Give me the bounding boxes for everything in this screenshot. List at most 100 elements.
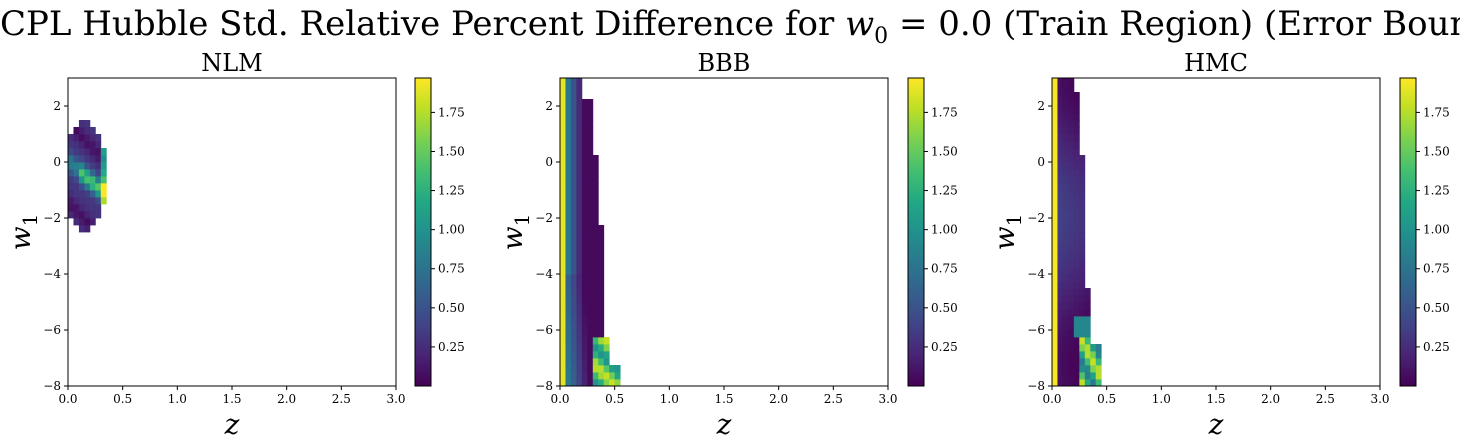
heatmap-cell bbox=[1057, 358, 1064, 366]
heatmap-cell bbox=[1062, 218, 1069, 226]
heatmap-cell bbox=[1073, 141, 1080, 149]
colorbar-tick-label: 1.25 bbox=[931, 184, 958, 198]
heatmap-cell bbox=[100, 183, 107, 191]
panel-nlm: 0.0 0.5 1.0 1.5 2.0 2.5 3.0 2 0 −2 −4 −6 −8 NLM z w1 0.2… bbox=[4, 49, 465, 441]
heatmap-cell bbox=[1068, 295, 1075, 303]
heatmap-cell bbox=[592, 372, 599, 380]
heatmap-cell bbox=[1057, 204, 1064, 212]
heatmap-cell bbox=[576, 78, 583, 86]
heatmap-cell bbox=[587, 295, 594, 303]
heatmap-cell bbox=[603, 344, 610, 352]
heatmap-cell bbox=[1073, 232, 1080, 240]
heatmap-cell bbox=[570, 288, 577, 296]
y-tick-label: 2 bbox=[545, 99, 553, 113]
heatmap-cell bbox=[565, 183, 572, 191]
heatmap-cell bbox=[1068, 253, 1075, 261]
heatmap-cell bbox=[565, 295, 572, 303]
heatmap-cell bbox=[89, 162, 96, 170]
heatmap-cell bbox=[587, 372, 594, 380]
heatmap-cell bbox=[560, 204, 566, 212]
heatmap-cell bbox=[1057, 218, 1064, 226]
heatmap-cell bbox=[565, 288, 572, 296]
heatmap-cell bbox=[1057, 197, 1064, 205]
y-tick-label: −2 bbox=[43, 211, 61, 225]
heatmap-cell bbox=[570, 78, 577, 86]
heatmap-cell bbox=[1073, 281, 1080, 289]
heatmap-cell bbox=[570, 260, 577, 268]
heatmap-cell bbox=[78, 169, 85, 177]
heatmap-cell bbox=[1068, 92, 1075, 100]
heatmap-cell bbox=[95, 183, 102, 191]
heatmap-cell bbox=[1057, 106, 1064, 114]
heatmap-cell bbox=[1052, 127, 1058, 135]
heatmap-cell bbox=[84, 155, 91, 163]
heatmap-cell bbox=[603, 351, 610, 359]
heatmap-cell bbox=[100, 190, 107, 198]
heatmap-cell bbox=[89, 134, 96, 142]
heatmap-cell bbox=[560, 190, 566, 198]
heatmap-cell bbox=[598, 358, 605, 366]
heatmap-cell bbox=[581, 113, 588, 121]
heatmap-cell bbox=[100, 169, 107, 177]
heatmap-cell bbox=[565, 309, 572, 317]
heatmap-cell bbox=[592, 190, 599, 198]
heatmap-cell bbox=[1052, 218, 1058, 226]
colorbar-tick-label: 1.00 bbox=[438, 223, 465, 237]
heatmap-cell bbox=[576, 211, 583, 219]
heatmap-cell bbox=[598, 316, 605, 324]
heatmap-cell bbox=[1084, 365, 1091, 373]
heatmap-cell bbox=[1062, 316, 1069, 324]
heatmap-cell bbox=[592, 155, 599, 163]
heatmap-cell bbox=[1068, 127, 1075, 135]
heatmap-cell bbox=[84, 183, 91, 191]
heatmap-cell bbox=[78, 176, 85, 184]
heatmap-cell bbox=[1084, 302, 1091, 310]
heatmap-cell bbox=[89, 169, 96, 177]
colorbar: 0.25 0.50 0.75 1.00 1.25 1.50 1.75 bbox=[907, 77, 958, 387]
heatmap-cell bbox=[1057, 176, 1064, 184]
heatmap-cell bbox=[1057, 232, 1064, 240]
heatmap-cell bbox=[1068, 330, 1075, 338]
heatmap-cell bbox=[95, 148, 102, 156]
y-tick-label: 2 bbox=[53, 99, 61, 113]
heatmap-cell bbox=[1052, 85, 1058, 93]
heatmap-cell bbox=[1073, 295, 1080, 303]
x-tick-label: 2.0 bbox=[277, 392, 296, 406]
x-tick-label: 1.5 bbox=[222, 392, 241, 406]
heatmap-cell bbox=[576, 197, 583, 205]
heatmap-cell bbox=[1057, 260, 1064, 268]
heatmap-cell bbox=[1079, 351, 1086, 359]
heatmap-cell bbox=[1068, 162, 1075, 170]
heatmap-cell bbox=[1062, 120, 1069, 128]
heatmap-cell bbox=[570, 316, 577, 324]
heatmap-cell bbox=[1073, 92, 1080, 100]
heatmap-cell bbox=[581, 232, 588, 240]
heatmap-cells bbox=[1052, 78, 1102, 387]
heatmap-cell bbox=[1062, 204, 1069, 212]
heatmap-cell bbox=[592, 281, 599, 289]
heatmap-cell bbox=[1079, 260, 1086, 268]
heatmap-cell bbox=[598, 330, 605, 338]
heatmap-cell bbox=[570, 176, 577, 184]
heatmap-cell bbox=[587, 155, 594, 163]
heatmap-cell bbox=[1057, 134, 1064, 142]
heatmap-cell bbox=[565, 134, 572, 142]
heatmap-cell bbox=[576, 253, 583, 261]
heatmap-cell bbox=[1068, 183, 1075, 191]
heatmap-cell bbox=[565, 113, 572, 121]
heatmap-cell bbox=[1068, 141, 1075, 149]
heatmap-cell bbox=[592, 253, 599, 261]
heatmap-cell bbox=[1068, 274, 1075, 282]
heatmap-cell bbox=[570, 232, 577, 240]
heatmap-cell bbox=[587, 337, 594, 345]
heatmap-cell bbox=[570, 113, 577, 121]
heatmap-cell bbox=[576, 183, 583, 191]
heatmap-cell bbox=[570, 246, 577, 254]
heatmap-cell bbox=[1068, 78, 1075, 86]
heatmap-cell bbox=[1079, 246, 1086, 254]
heatmap-cell bbox=[1079, 267, 1086, 275]
heatmap-cell bbox=[576, 323, 583, 331]
heatmap-cell bbox=[84, 204, 91, 212]
heatmap-cell bbox=[581, 99, 588, 107]
heatmap-cell bbox=[1068, 85, 1075, 93]
